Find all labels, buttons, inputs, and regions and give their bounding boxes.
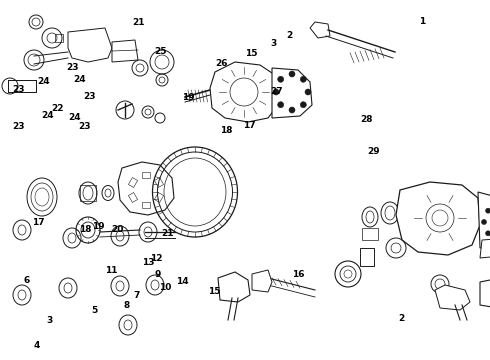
Circle shape bbox=[273, 89, 279, 95]
Text: 26: 26 bbox=[215, 58, 228, 68]
Polygon shape bbox=[480, 278, 490, 308]
Polygon shape bbox=[154, 193, 164, 202]
Text: 18: 18 bbox=[79, 225, 92, 234]
Text: 23: 23 bbox=[66, 63, 79, 72]
Polygon shape bbox=[128, 193, 138, 202]
Text: 24: 24 bbox=[42, 112, 54, 120]
Bar bbox=[8, 80, 36, 92]
Text: 8: 8 bbox=[123, 302, 129, 310]
Circle shape bbox=[486, 231, 490, 236]
Polygon shape bbox=[478, 192, 490, 248]
Circle shape bbox=[482, 220, 487, 225]
Text: 3: 3 bbox=[47, 316, 53, 325]
Circle shape bbox=[300, 102, 306, 108]
Text: 17: 17 bbox=[243, 121, 255, 130]
Text: 22: 22 bbox=[51, 104, 64, 113]
Polygon shape bbox=[218, 272, 250, 302]
Polygon shape bbox=[272, 68, 312, 118]
Text: 27: 27 bbox=[270, 87, 283, 96]
Text: 23: 23 bbox=[12, 122, 25, 131]
Polygon shape bbox=[68, 28, 112, 62]
Polygon shape bbox=[118, 162, 174, 215]
Text: 6: 6 bbox=[24, 276, 30, 285]
Polygon shape bbox=[128, 177, 138, 188]
Text: 23: 23 bbox=[78, 122, 91, 131]
Text: 25: 25 bbox=[154, 46, 167, 55]
Text: 14: 14 bbox=[176, 277, 189, 286]
Circle shape bbox=[289, 71, 295, 77]
Text: 4: 4 bbox=[33, 341, 40, 350]
Polygon shape bbox=[210, 62, 278, 122]
Circle shape bbox=[278, 102, 284, 108]
Polygon shape bbox=[112, 40, 138, 62]
Text: 19: 19 bbox=[92, 222, 104, 231]
Text: 9: 9 bbox=[154, 270, 161, 279]
Circle shape bbox=[300, 76, 306, 82]
Text: 29: 29 bbox=[367, 148, 380, 156]
Text: 15: 15 bbox=[208, 287, 221, 296]
Text: 16: 16 bbox=[292, 270, 304, 279]
Text: 21: 21 bbox=[161, 229, 174, 238]
Text: 23: 23 bbox=[83, 92, 96, 101]
Text: 24: 24 bbox=[37, 77, 49, 85]
Bar bbox=[55, 34, 63, 42]
Polygon shape bbox=[142, 202, 150, 208]
Text: 11: 11 bbox=[105, 266, 118, 275]
Circle shape bbox=[289, 107, 295, 113]
Text: 24: 24 bbox=[73, 76, 86, 85]
Bar bbox=[362, 228, 378, 240]
Text: 2: 2 bbox=[399, 314, 405, 323]
Bar bbox=[80, 185, 96, 201]
Text: 23: 23 bbox=[12, 85, 25, 94]
Circle shape bbox=[486, 208, 490, 213]
Text: 15: 15 bbox=[245, 49, 257, 58]
Polygon shape bbox=[142, 172, 150, 178]
Text: 5: 5 bbox=[91, 306, 97, 315]
Text: 20: 20 bbox=[111, 225, 124, 234]
Text: 28: 28 bbox=[360, 115, 373, 124]
Polygon shape bbox=[435, 285, 470, 310]
Text: 1: 1 bbox=[419, 17, 425, 26]
Circle shape bbox=[278, 76, 284, 82]
Text: 7: 7 bbox=[133, 291, 140, 300]
Text: 12: 12 bbox=[149, 254, 162, 263]
Polygon shape bbox=[480, 238, 490, 258]
Text: 3: 3 bbox=[270, 40, 276, 49]
Text: 18: 18 bbox=[220, 126, 233, 135]
Circle shape bbox=[305, 89, 311, 95]
Bar bbox=[8, 80, 36, 92]
Polygon shape bbox=[310, 22, 330, 38]
Text: 13: 13 bbox=[142, 258, 154, 267]
Polygon shape bbox=[154, 177, 164, 188]
Text: 2: 2 bbox=[286, 31, 292, 40]
Polygon shape bbox=[396, 182, 480, 255]
Text: 24: 24 bbox=[68, 112, 81, 122]
Text: 10: 10 bbox=[159, 284, 172, 292]
Text: 21: 21 bbox=[132, 18, 145, 27]
Text: 19: 19 bbox=[182, 93, 195, 102]
Polygon shape bbox=[252, 270, 272, 292]
Bar bbox=[360, 248, 374, 266]
Text: 17: 17 bbox=[32, 218, 45, 227]
